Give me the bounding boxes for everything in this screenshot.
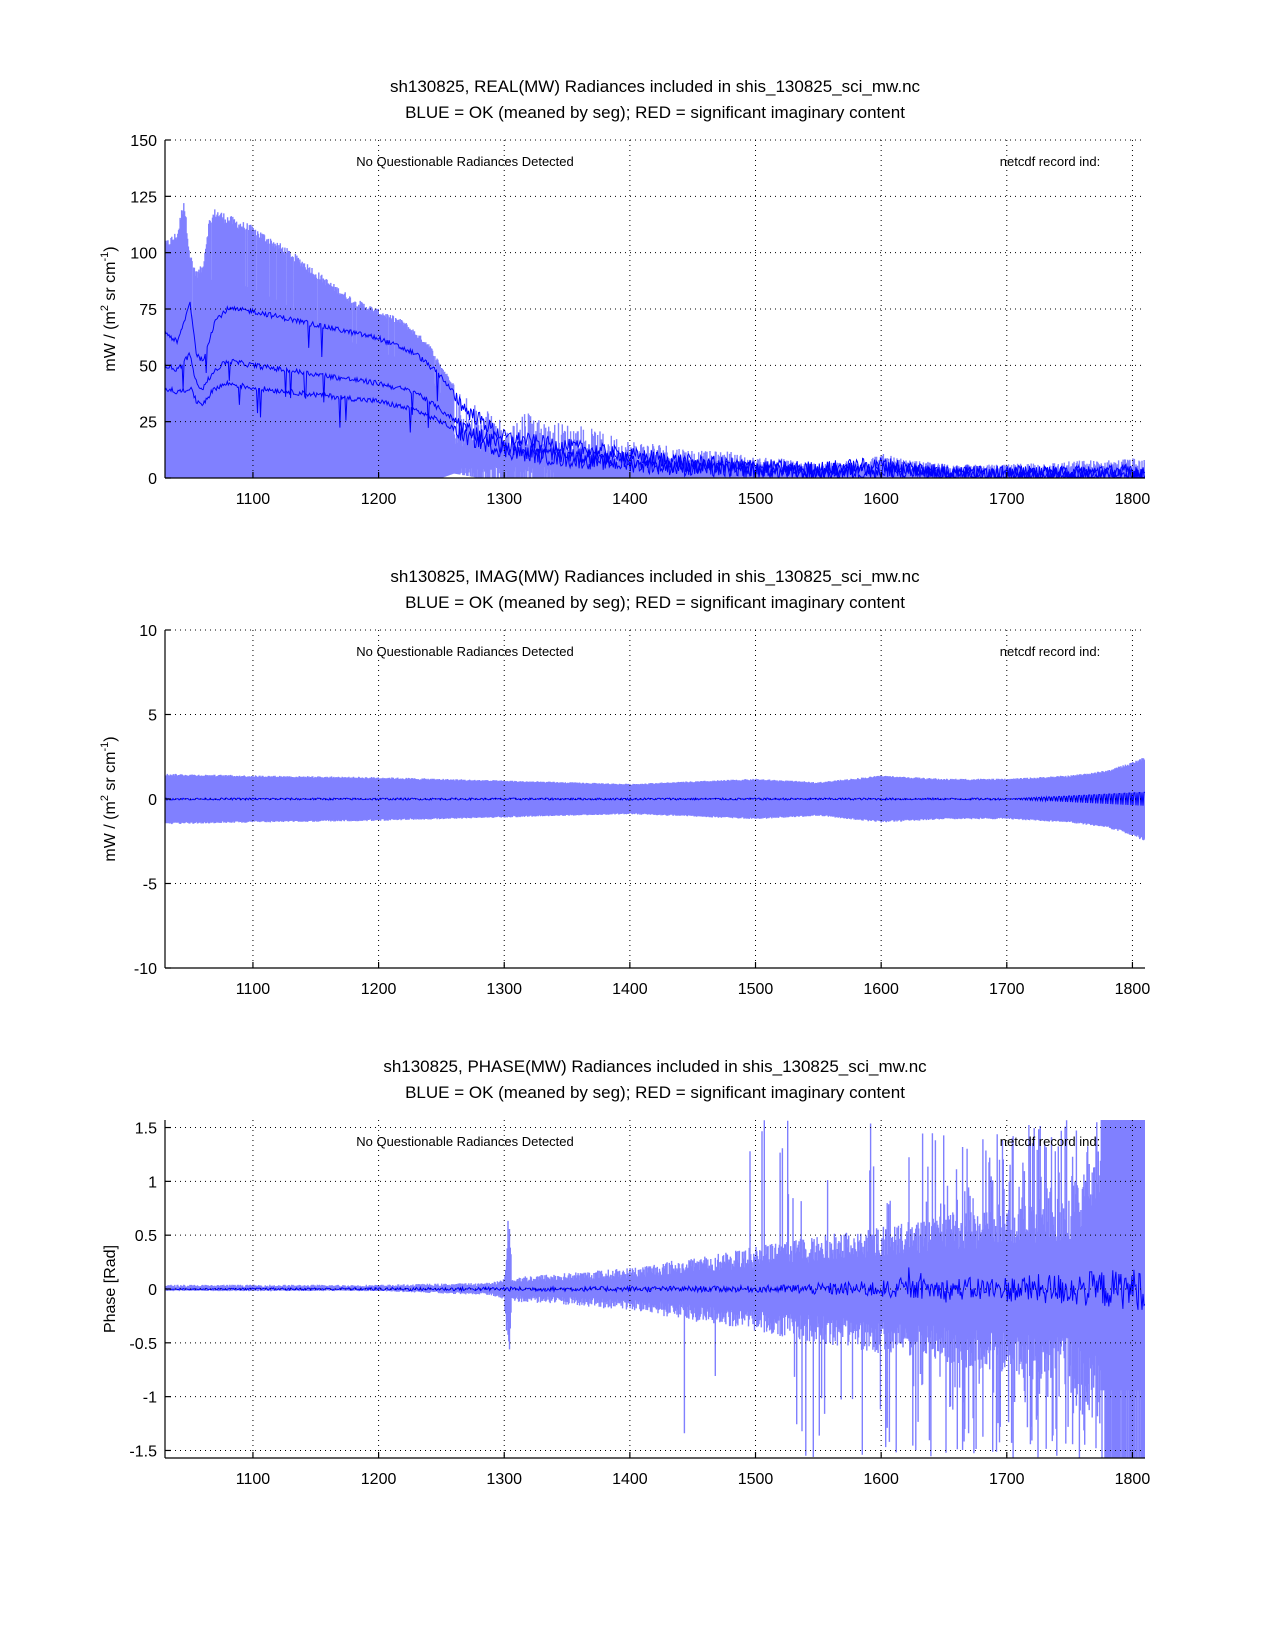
y-tick-label: 0 (148, 792, 157, 809)
x-tick-label: 1100 (236, 1471, 271, 1488)
chart-title-phase: sh130825, PHASE(MW) Radiances included i… (383, 1057, 927, 1076)
y-tick-label: -10 (134, 961, 157, 978)
x-tick-label: 1500 (738, 491, 774, 508)
grid-phase (165, 1120, 1145, 1458)
y-tick-label: 5 (148, 708, 157, 725)
x-tick-label: 1700 (989, 981, 1025, 998)
y-tick-label: 10 (139, 623, 157, 640)
panel-imag: sh130825, IMAG(MW) Radiances included in… (99, 567, 1150, 998)
x-tick-label: 1700 (989, 1471, 1025, 1488)
series-phase-mean (165, 1267, 1145, 1310)
y-tick-label: 150 (130, 133, 157, 150)
x-tick-label: 1600 (863, 491, 899, 508)
envelope-bars-real (165, 203, 1145, 478)
x-tick-label: 1600 (863, 1471, 899, 1488)
y-tick-label: 0 (148, 1282, 157, 1299)
y-tick-label: -1 (143, 1390, 157, 1407)
plot-area-real (165, 203, 1145, 478)
x-tick-label: 1300 (486, 1471, 522, 1488)
y-axis-label-real: mW / (m2 sr cm-1) (99, 246, 119, 371)
annotation-record-phase: netcdf record ind: (1000, 1134, 1100, 1149)
x-tick-label: 1700 (989, 491, 1025, 508)
panel-phase: sh130825, PHASE(MW) Radiances included i… (102, 1057, 1150, 1488)
y-tick-label: 1.5 (135, 1121, 157, 1138)
plot-area-phase (165, 1120, 1145, 1458)
chart-subtitle-real: BLUE = OK (meaned by seg); RED = signifi… (405, 103, 905, 122)
y-tick-label: 125 (130, 189, 157, 206)
y-tick-label: 1 (148, 1174, 157, 1191)
y-tick-label: 75 (139, 302, 157, 319)
y-tick-label: 0 (148, 471, 157, 488)
annotation-status-phase: No Questionable Radiances Detected (356, 1134, 574, 1149)
x-tick-label: 1800 (1115, 1471, 1151, 1488)
annotation-record-imag: netcdf record ind: (1000, 644, 1100, 659)
x-tick-label: 1800 (1115, 981, 1151, 998)
x-tick-label: 1200 (361, 1471, 397, 1488)
annotation-status-real: No Questionable Radiances Detected (356, 154, 574, 169)
chart-subtitle-imag: BLUE = OK (meaned by seg); RED = signifi… (405, 593, 905, 612)
y-tick-label: 0.5 (135, 1228, 157, 1245)
panel-real: sh130825, REAL(MW) Radiances included in… (99, 77, 1150, 508)
chart-title-real: sh130825, REAL(MW) Radiances included in… (390, 77, 921, 96)
x-tick-label: 1200 (361, 981, 397, 998)
x-tick-label: 1500 (738, 1471, 774, 1488)
y-axis-label-imag: mW / (m2 sr cm-1) (99, 736, 119, 861)
y-tick-label: -5 (143, 877, 157, 894)
y-axis-label-phase: Phase [Rad] (102, 1245, 119, 1333)
x-tick-label: 1400 (612, 491, 648, 508)
x-tick-label: 1100 (236, 491, 271, 508)
x-tick-label: 1500 (738, 981, 774, 998)
x-tick-label: 1800 (1115, 491, 1151, 508)
x-tick-label: 1100 (236, 981, 271, 998)
x-tick-label: 1600 (863, 981, 899, 998)
x-tick-label: 1300 (486, 981, 522, 998)
annotation-status-imag: No Questionable Radiances Detected (356, 644, 574, 659)
x-tick-label: 1400 (612, 981, 648, 998)
y-tick-label: 50 (139, 358, 157, 375)
x-tick-label: 1300 (486, 491, 522, 508)
chart-subtitle-phase: BLUE = OK (meaned by seg); RED = signifi… (405, 1083, 905, 1102)
y-tick-label: 25 (139, 415, 157, 432)
chart-title-imag: sh130825, IMAG(MW) Radiances included in… (390, 567, 920, 586)
series-real-mean-lower (165, 379, 1145, 478)
envelope-real (165, 203, 1145, 478)
x-tick-label: 1200 (361, 491, 397, 508)
y-tick-label: -0.5 (129, 1336, 157, 1353)
y-tick-label: 100 (130, 246, 157, 263)
x-tick-label: 1400 (612, 1471, 648, 1488)
annotation-record-real: netcdf record ind: (1000, 154, 1100, 169)
y-tick-label: -1.5 (129, 1443, 157, 1460)
